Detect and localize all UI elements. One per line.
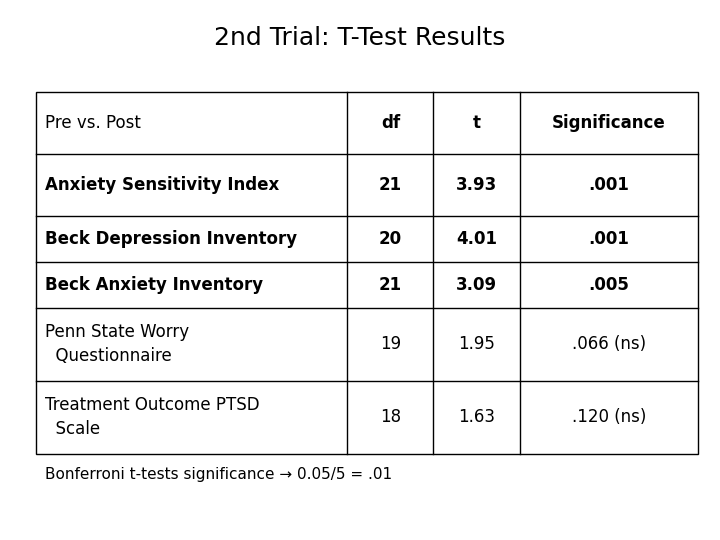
Text: .120 (ns): .120 (ns) [572,408,646,426]
Text: .066 (ns): .066 (ns) [572,335,646,353]
Text: df: df [381,114,400,132]
Text: 19: 19 [380,335,401,353]
Text: 21: 21 [379,276,402,294]
Text: Bonferroni t-tests significance → 0.05/5 = .01: Bonferroni t-tests significance → 0.05/5… [45,467,392,482]
Text: 1.63: 1.63 [458,408,495,426]
Text: .001: .001 [588,176,629,194]
Text: Anxiety Sensitivity Index: Anxiety Sensitivity Index [45,176,279,194]
Text: 20: 20 [379,230,402,248]
Text: Significance: Significance [552,114,666,132]
Text: 3.09: 3.09 [456,276,497,294]
Text: Beck Depression Inventory: Beck Depression Inventory [45,230,297,248]
Text: Penn State Worry
  Questionnaire: Penn State Worry Questionnaire [45,323,189,365]
Text: 4.01: 4.01 [456,230,497,248]
Text: 18: 18 [380,408,401,426]
Text: .001: .001 [588,230,629,248]
Text: 1.95: 1.95 [458,335,495,353]
Text: 21: 21 [379,176,402,194]
Bar [36,92,698,454]
Text: Beck Anxiety Inventory: Beck Anxiety Inventory [45,276,263,294]
Text: .005: .005 [588,276,629,294]
Text: Pre vs. Post: Pre vs. Post [45,114,140,132]
Text: 3.93: 3.93 [456,176,497,194]
Text: Treatment Outcome PTSD
  Scale: Treatment Outcome PTSD Scale [45,396,259,438]
Text: t: t [472,114,480,132]
Text: 2nd Trial: T-Test Results: 2nd Trial: T-Test Results [215,26,505,50]
